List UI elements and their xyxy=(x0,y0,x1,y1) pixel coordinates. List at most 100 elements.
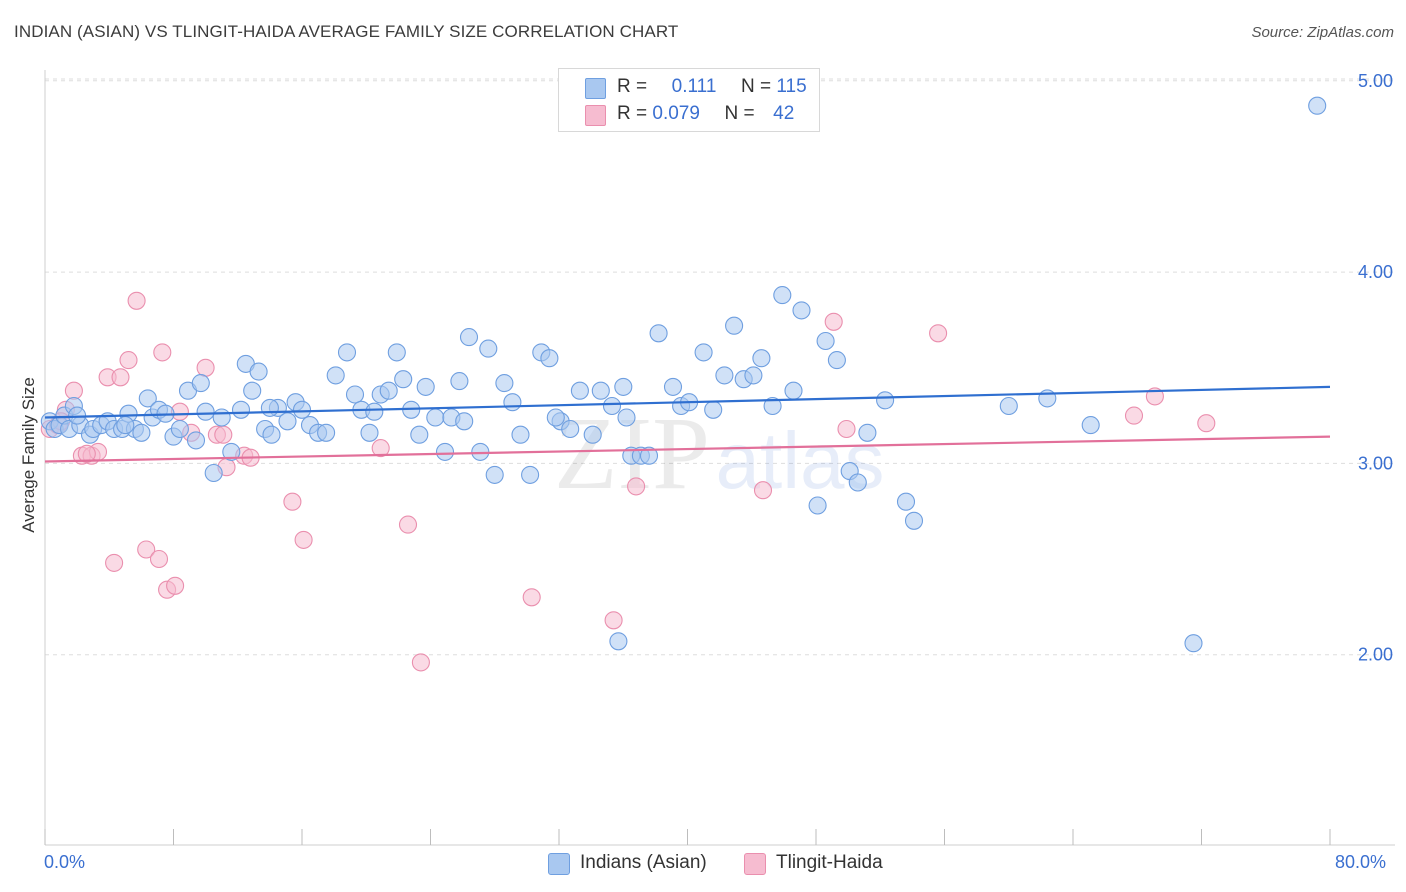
y-tick-label: 2.00 xyxy=(1358,645,1393,665)
indians-asian-point xyxy=(292,400,312,419)
indians-asian-point xyxy=(426,408,445,427)
indians-asian-point xyxy=(827,351,846,370)
tlingit-haida-point xyxy=(166,576,185,595)
indians-swatch xyxy=(548,853,570,875)
indians-asian-point xyxy=(663,377,683,396)
tlingit-swatch xyxy=(585,105,606,126)
tlingit-haida-point xyxy=(1197,414,1216,433)
indians-asian-point xyxy=(904,511,924,530)
tlingit-haida-point xyxy=(196,358,215,377)
indians-asian-point xyxy=(416,377,435,396)
indians-asian-point xyxy=(345,385,365,404)
indians-asian-point xyxy=(896,492,916,511)
r-label: R = xyxy=(617,76,648,97)
y-tick-label: 4.00 xyxy=(1358,262,1393,282)
indians-asian-point xyxy=(365,402,384,421)
indians-asian-point xyxy=(337,343,357,362)
indians-asian-point xyxy=(614,377,633,396)
indians-asian-point xyxy=(222,442,241,461)
legend-label: Tlingit-Haida xyxy=(776,852,883,873)
indians-asian-point xyxy=(540,349,559,368)
indians-asian-point xyxy=(725,316,744,335)
indians-asian-point xyxy=(694,343,713,362)
indians-asian-point xyxy=(876,391,895,410)
indians-asian-point xyxy=(602,396,622,416)
indians-asian-point xyxy=(379,381,398,400)
tlingit-haida-point xyxy=(1124,406,1144,425)
stats-text: R = 0.111 N = 115 xyxy=(617,76,807,98)
indians-asian-point xyxy=(639,446,659,465)
y-tick-label: 5.00 xyxy=(1358,71,1393,91)
indians-asian-point xyxy=(704,400,723,419)
chart-title: INDIAN (ASIAN) VS TLINGIT-HAIDA AVERAGE … xyxy=(14,22,679,41)
indians-asian-point xyxy=(858,423,877,442)
indians-asian-point xyxy=(583,425,602,444)
n-value: 42 xyxy=(773,103,795,124)
indians-asian-point xyxy=(816,331,835,351)
indians-asian-point xyxy=(763,396,782,416)
indians-asian-point xyxy=(410,425,429,444)
indians-asian-point xyxy=(170,419,189,439)
tlingit-haida-point xyxy=(627,477,646,496)
stats-text: R = 0.079 N = 42 xyxy=(617,103,794,125)
indians-asian-point xyxy=(744,366,763,385)
indians-asian-point xyxy=(394,370,413,389)
tlingit-haida-point xyxy=(824,312,843,331)
indians-asian-point xyxy=(609,632,628,651)
indians-asian-point xyxy=(138,389,157,408)
x-max-label: 80.0% xyxy=(1335,852,1387,872)
r-value: 0.111 xyxy=(671,76,717,97)
tlingit-haida-point xyxy=(398,515,418,534)
y-axis-label: Average Family Size xyxy=(19,377,38,533)
tlingit-haida-point xyxy=(137,540,156,559)
indians-asian-points xyxy=(40,96,1327,653)
tlingit-haida-point xyxy=(294,530,313,549)
tlingit-haida-point xyxy=(371,439,390,458)
indians-asian-point xyxy=(495,374,514,393)
indians-asian-point xyxy=(278,412,297,431)
indians-asian-point xyxy=(1081,416,1100,435)
indians-trend-line xyxy=(44,385,1331,419)
indians-asian-point xyxy=(262,425,281,444)
indians-asian-point xyxy=(243,381,262,400)
indians-asian-point xyxy=(435,442,455,461)
tlingit-haida-point xyxy=(149,549,169,569)
indians-asian-point xyxy=(479,339,498,358)
n-label: N = xyxy=(724,103,755,124)
x-min-label: 0.0% xyxy=(44,852,86,872)
r-value: 0.079 xyxy=(652,103,700,124)
indians-asian-point xyxy=(792,301,811,320)
tlingit-haida-point xyxy=(64,381,83,400)
tlingit-haida-point xyxy=(411,653,430,672)
tlingit-haida-point xyxy=(127,291,146,310)
indians-asian-point xyxy=(784,381,803,400)
indians-asian-point xyxy=(317,423,336,442)
indians-asian-point xyxy=(326,366,345,385)
indians-asian-point xyxy=(360,423,379,442)
indians-asian-point xyxy=(561,419,580,439)
indians-asian-point xyxy=(212,408,231,427)
legend-label: Indians (Asian) xyxy=(580,852,707,873)
indians-asian-point xyxy=(617,408,636,427)
indians-asian-point xyxy=(848,473,867,492)
r-label: R = xyxy=(617,103,648,124)
indians-asian-point xyxy=(231,400,251,419)
indians-swatch xyxy=(585,78,606,99)
indians-asian-point xyxy=(999,396,1018,416)
indians-asian-point xyxy=(204,463,223,483)
tlingit-haida-point xyxy=(153,343,172,362)
y-tick-labels: 2.00 3.00 4.00 5.00 xyxy=(1358,71,1393,665)
tlingit-haida-point xyxy=(522,588,541,607)
indians-asian-point xyxy=(715,366,734,385)
indians-asian-point xyxy=(196,402,215,421)
stats-legend: R = 0.111 N = 115 R = 0.079 N = 42 xyxy=(558,68,820,132)
indians-asian-point xyxy=(1184,634,1203,653)
source-credit: Source: ZipAtlas.com xyxy=(1251,24,1394,41)
tlingit-haida-point xyxy=(77,444,96,463)
n-label: N = xyxy=(740,76,772,97)
trend-lines xyxy=(44,385,1331,463)
tlingit-haida-point xyxy=(929,324,948,343)
indians-asian-point xyxy=(459,328,479,347)
indians-asian-point xyxy=(521,465,540,484)
